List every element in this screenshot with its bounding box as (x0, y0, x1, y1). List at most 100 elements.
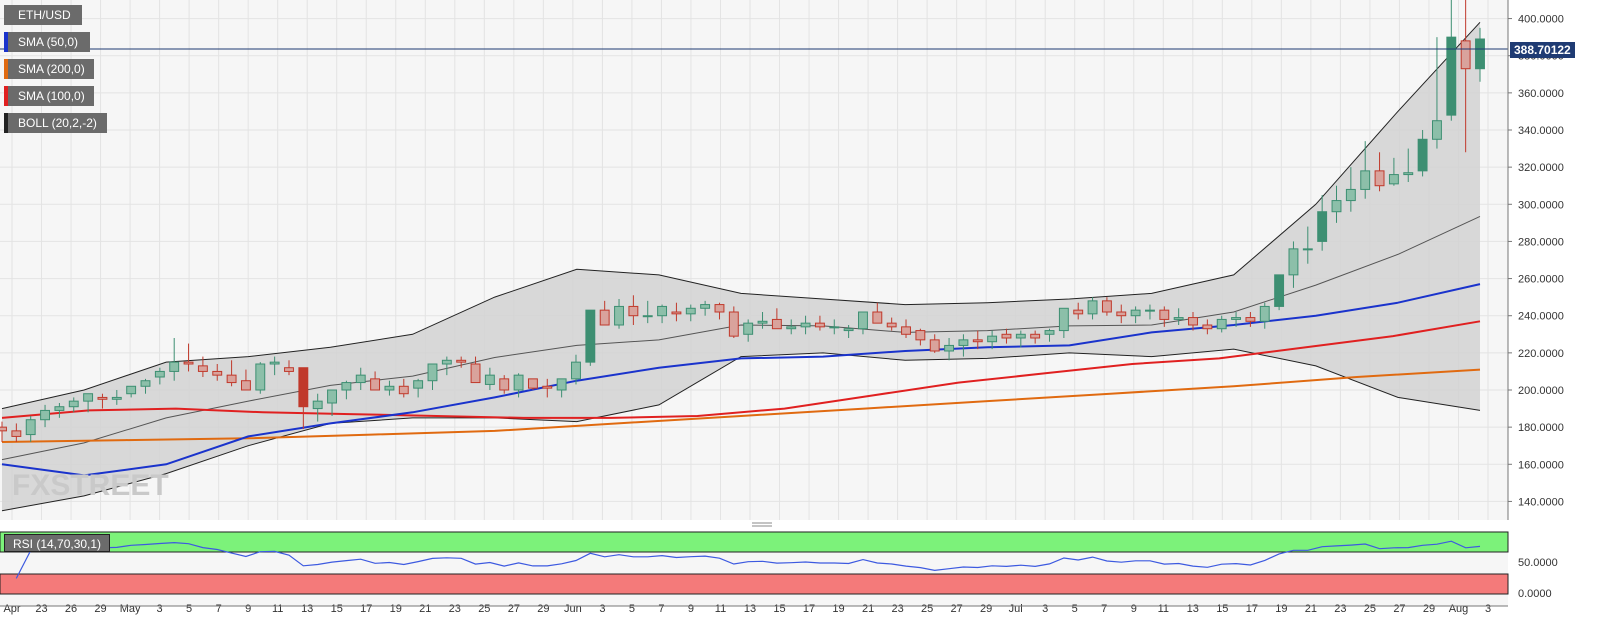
date-tick-label: 9 (688, 603, 694, 615)
date-tick-label: 3 (157, 603, 163, 615)
candle-body (83, 393, 94, 402)
price-tick-label: 360.0000 (1518, 88, 1564, 100)
candle-body (1015, 333, 1026, 339)
candle-body (901, 326, 911, 335)
candle-body (54, 406, 65, 411)
candles (0, 0, 1485, 442)
candle-body (786, 326, 797, 330)
date-tick-label: 23 (1334, 603, 1346, 615)
candle-body (972, 339, 983, 343)
candle-body (97, 396, 108, 400)
candle-body (68, 400, 79, 408)
candle-body (1231, 317, 1242, 320)
date-tick-label: 23 (449, 603, 461, 615)
symbol-label[interactable]: ETH/USD (4, 5, 82, 25)
candle-body (1274, 274, 1285, 307)
sma-200-line (1, 368, 1481, 443)
candle-body (1317, 211, 1328, 242)
candle-body (685, 307, 696, 315)
date-tick-label: 23 (35, 603, 47, 615)
candle-body (355, 374, 366, 384)
date-tick-label: Jul (1009, 603, 1023, 615)
date-tick-label: 23 (891, 603, 903, 615)
candle-body (1403, 172, 1414, 176)
boll-label[interactable]: BOLL (20,2,-2) (4, 113, 107, 133)
date-tick-label: 5 (186, 603, 192, 615)
candle-body (642, 315, 653, 318)
date-tick-label: 15 (331, 603, 343, 615)
date-tick-label: 17 (1246, 603, 1258, 615)
candle-body (441, 359, 452, 365)
price-tick-label: 160.0000 (1518, 459, 1564, 471)
candle-body (169, 361, 180, 372)
candle-body (714, 304, 725, 313)
date-tick-label: 13 (744, 603, 756, 615)
rsi-tick-50: 50.0000 (1518, 557, 1558, 569)
date-tick-label: 9 (245, 603, 251, 615)
candle-body (771, 318, 782, 330)
candle-body (1145, 309, 1155, 312)
date-tick-label: 21 (419, 603, 431, 615)
candle-body (1001, 333, 1012, 339)
date-tick-label: 3 (1042, 603, 1048, 615)
candle-body (269, 361, 280, 365)
date-tick-label: 5 (1072, 603, 1078, 615)
candle-body (427, 363, 438, 382)
sma-lines (1, 283, 1481, 477)
date-tick-label: 9 (1131, 603, 1137, 615)
date-tick-label: 29 (94, 603, 106, 615)
price-tick-label: 300.0000 (1518, 199, 1564, 211)
candle-body (1374, 170, 1385, 187)
candle-body (1044, 330, 1055, 335)
candle-body (212, 370, 223, 376)
candle-body (958, 339, 969, 346)
candle-body (384, 385, 395, 391)
sma-200-label[interactable]: SMA (200,0) (4, 59, 94, 79)
candle-body (255, 363, 266, 391)
date-tick-label: 7 (658, 603, 664, 615)
candle-body (111, 396, 122, 400)
candle-body (571, 361, 581, 380)
candle-body (1245, 317, 1256, 322)
candle-body (40, 409, 50, 421)
price-tick-label: 320.0000 (1518, 162, 1564, 174)
candle-body (1058, 307, 1069, 332)
price-tick-label: 280.0000 (1518, 236, 1564, 248)
candle-body (456, 359, 467, 363)
date-tick-label: 19 (390, 603, 402, 615)
date-tick-label: 25 (921, 603, 933, 615)
sma-50-label[interactable]: SMA (50,0) (4, 32, 90, 52)
date-tick-label: 11 (272, 603, 283, 615)
candle-body (944, 344, 955, 352)
sma-100-line (1, 320, 1481, 419)
candle-body (1345, 188, 1356, 202)
date-axis[interactable]: Apr 23 26 29 May 3 5 7 9 11 13 15 17 19 21 23 25 27 29 Jun 3… (0, 603, 1508, 615)
date-tick-label: 29 (537, 603, 549, 615)
candle-body (728, 311, 739, 337)
last-price-tag: 388.70122 (1510, 42, 1575, 58)
candle-body (398, 385, 409, 395)
price-tick-label: 260.0000 (1518, 274, 1564, 286)
candle-body (542, 385, 553, 389)
date-tick-label: 15 (773, 603, 785, 615)
candle-body (11, 430, 22, 437)
candle-body (657, 305, 668, 317)
candle-body (499, 378, 510, 391)
candle-body (915, 330, 926, 341)
date-tick-label: Aug (1449, 603, 1469, 615)
rsi-label[interactable]: RSI (14,70,30,1) (4, 534, 111, 552)
date-tick-label: 25 (478, 603, 490, 615)
sma-100-label[interactable]: SMA (100,0) (4, 86, 94, 106)
candle-body (814, 322, 825, 328)
candle-body (1417, 138, 1428, 172)
candle-body (1432, 120, 1442, 140)
candle-body (154, 370, 165, 378)
sma-50-line (1, 283, 1481, 477)
candle-body (1360, 170, 1371, 190)
pane-divider[interactable] (752, 522, 772, 527)
price-tick-label: 400.0000 (1518, 14, 1564, 26)
date-tick-label: 13 (1187, 603, 1199, 615)
candle-body (1302, 248, 1313, 251)
